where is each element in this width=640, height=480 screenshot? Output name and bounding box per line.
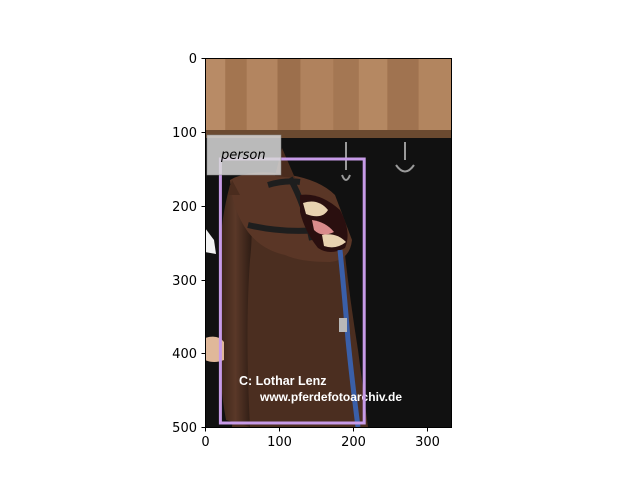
wooden-roof <box>205 58 452 138</box>
y-axis: 0 100 200 300 400 500 <box>172 52 206 436</box>
lead-rope <box>337 249 361 428</box>
hanging-hooks <box>341 142 415 181</box>
y-tick-label: 500 <box>172 421 197 436</box>
x-tick-label: 300 <box>415 435 440 450</box>
x-tick-label: 0 <box>201 435 209 450</box>
axes-frame <box>205 58 452 428</box>
y-tick-label: 0 <box>189 52 197 67</box>
photo-caption-url: www.pferdefotoarchiv.de <box>259 390 402 404</box>
y-tick-label: 300 <box>172 274 197 289</box>
x-tick-label: 100 <box>267 435 292 450</box>
y-tick-label: 200 <box>172 200 197 215</box>
detection-box <box>218 157 366 425</box>
x-axis: 0 100 200 300 <box>201 427 440 450</box>
photo-caption-name: C: Lothar Lenz <box>239 374 327 388</box>
y-tick-label: 100 <box>172 126 197 141</box>
horse-photo: C: Lothar Lenz www.pferdefotoarchiv.de <box>205 58 452 428</box>
y-tick-label: 400 <box>172 347 197 362</box>
x-tick-label: 200 <box>341 435 366 450</box>
detection-label-box <box>206 134 282 176</box>
detection-label: person <box>220 148 266 163</box>
